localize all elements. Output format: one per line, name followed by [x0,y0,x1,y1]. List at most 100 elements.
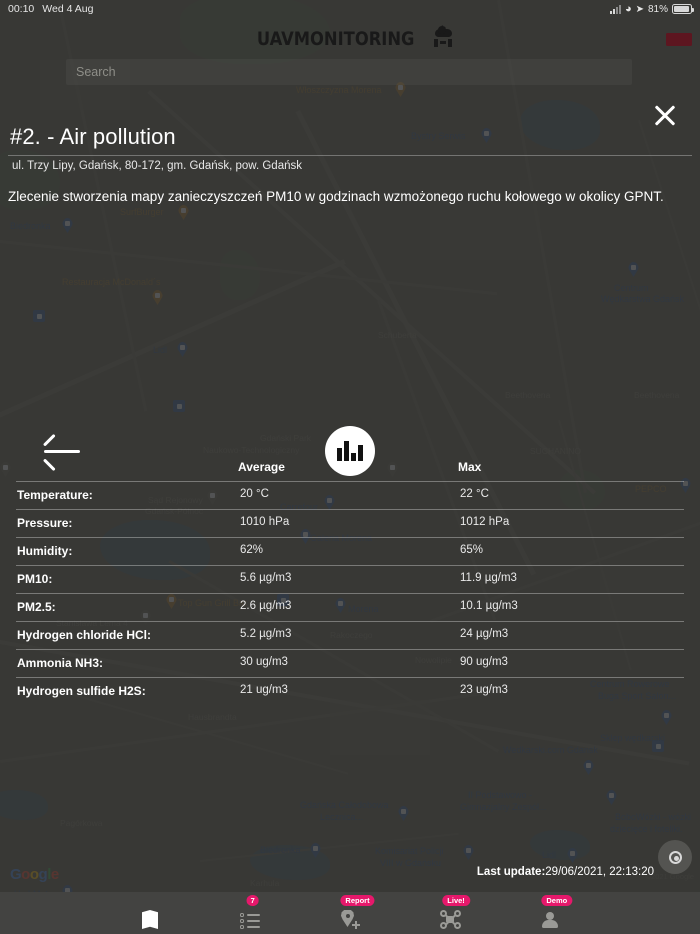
map-label: Karhula [250,878,280,888]
row-max-value: 1012 hPa [460,516,510,528]
row-label: Pressure: [17,516,73,530]
map-water [0,790,48,820]
bar-chart-icon[interactable] [325,426,375,476]
map-label: Pagórkowa [60,818,103,828]
measurements-table: Average Max Temperature: 20 °C 22 °C Pressu… [0,460,700,705]
map-transit-marker[interactable] [33,310,45,322]
drone-shape [433,39,452,47]
google-logo-letter: g [38,866,48,883]
map-poi-pin[interactable] [178,205,189,220]
map-label: II Podstawowo - [468,790,533,800]
table-body: Temperature: 20 °C 22 °C Pressure: 1010 hPa 1… [0,481,700,705]
map-poi-pin[interactable] [177,342,188,357]
map-water [520,100,600,150]
column-header-max: Max [458,460,482,474]
nav-item-list[interactable]: 7 [229,894,271,932]
nav-item-drone[interactable]: Live! [429,894,471,932]
map-poi-pin[interactable] [463,845,474,860]
map-label: Komisariat Policji [375,846,444,856]
wifi-icon: ◕ [624,3,632,15]
map-poi-pin[interactable] [152,290,163,305]
table-row: Humidity: 62% 65% [0,538,700,565]
map-label: SurfBurger [120,207,164,217]
arrow-shaft [44,449,80,453]
map-label: Naukowo-Technologiczny [203,445,300,455]
list-icon [240,912,260,929]
row-label: Humidity: [17,544,73,558]
map-label: Biedronka [260,845,301,855]
map-poi-pin[interactable] [398,806,409,821]
row-average-value: 20 °C [240,488,269,500]
map-label: Gdańska Całodobowa [300,800,389,810]
map-park [220,250,260,300]
row-max-value: 10.1 µg/m3 [460,600,518,612]
map-poi-pin[interactable] [606,790,617,805]
drone-cloud-icon: ✱ [430,25,456,51]
map-transit-marker[interactable] [173,400,185,412]
column-header-average: Average [238,460,285,474]
map-label: BoboWózki - wózki [615,812,692,822]
map-label: Hausbrandta [188,712,237,722]
row-average-value: 2.6 µg/m3 [240,600,292,612]
row-label: Hydrogen sulfide H2S: [17,684,146,698]
row-average-value: 62% [240,544,264,556]
row-max-value: 11.9 µg/m3 [460,572,517,584]
map-label: Biedronka [10,221,51,231]
row-max-value: 22 °C [460,488,489,500]
row-average-value: 1010 hPa [240,516,290,528]
map-label: Beethovena [505,390,551,400]
map-poi-pin[interactable] [481,128,492,143]
nav-item-map[interactable] [129,894,171,932]
row-max-value: 65% [460,544,484,556]
row-max-value: 23 ug/m3 [460,684,508,696]
search-input[interactable] [66,59,632,85]
row-average-value: 5.2 µg/m3 [240,628,292,640]
chart-bar [337,448,342,461]
map-water [530,830,590,860]
close-icon[interactable] [648,98,682,132]
google-logo-letter: o [21,866,30,883]
app-logo-text: UAVMONITORING [257,28,415,50]
battery-icon [672,4,694,14]
locate-me-icon[interactable] [658,840,692,874]
back-arrow-icon[interactable] [42,433,80,471]
nav-item-person[interactable]: Demo [529,894,573,932]
table-row: Ammonia NH3: 30 ug/m3 90 ug/m3 [0,650,700,677]
nav-badge: 7 [246,895,259,906]
map-poi-pin[interactable] [583,760,594,775]
battery-percent: 81% [647,3,668,15]
language-flag-button[interactable] [666,33,692,46]
table-row: PM2.5: 2.6 µg/m3 10.1 µg/m3 [0,594,700,621]
table-row: Hydrogen sulfide H2S: 21 ug/m3 23 ug/m3 [0,678,700,705]
map-label: Lidl [542,850,557,860]
google-logo-letter: e [50,866,59,883]
row-label: PM2.5: [17,600,56,614]
app-logo-bar: UAVMONITORING ✱ [0,22,700,56]
status-time: 00:10 [8,3,35,15]
map-label: Gimnazjalny Zespół... [460,802,547,812]
table-row: Pressure: 1010 hPa 1012 hPa [0,510,700,537]
map-poi-pin[interactable] [62,218,73,233]
map-poi-pin[interactable] [628,262,639,277]
nav-badge: Report [340,895,375,906]
nav-item-pin-plus[interactable]: Report [329,894,375,932]
map-label: VIII w Gdańsku [380,858,442,868]
google-logo-letter: o [29,866,39,883]
row-max-value: 24 µg/m3 [460,628,509,640]
map-label: Centrum [614,283,649,293]
map-label: Włoszczyzna Morena [296,85,382,95]
status-date: Wed 4 Aug [42,3,94,15]
map-label: Wedkarski.com Gdansk [503,745,598,755]
map-road [147,90,596,495]
cloud-shape [434,26,452,37]
map-poi-pin[interactable] [661,710,672,725]
table-row: Hydrogen chloride HCl: 5.2 µg/m3 24 µg/m3 [0,622,700,649]
map-label: Bystry Serwis [411,131,466,141]
person-icon [542,911,559,929]
address-text: ul. Trzy Lipy, Gdańsk, 80-172, gm. Gdańs… [12,160,302,172]
nav-badge: Live! [442,895,470,906]
row-label: Ammonia NH3: [17,656,104,670]
map-icon [142,910,158,929]
signal-bars-icon [609,4,621,14]
map-poi-pin[interactable] [567,848,578,863]
